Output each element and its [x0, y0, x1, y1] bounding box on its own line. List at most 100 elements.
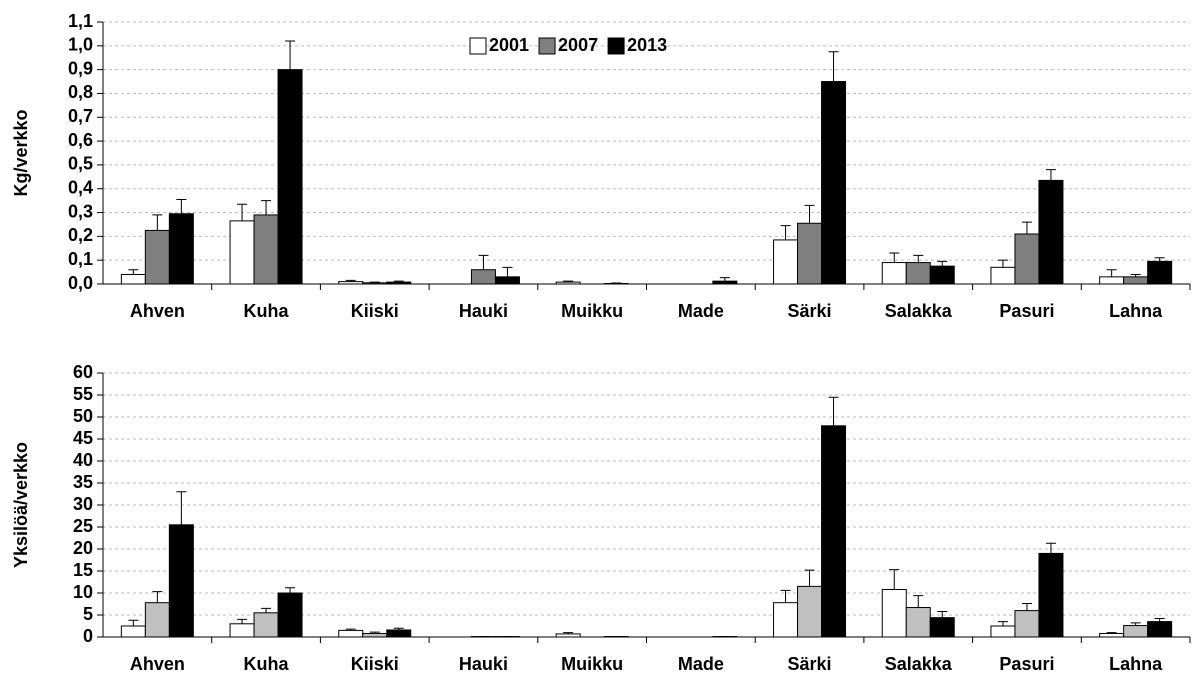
x-tick-label: Ahven	[130, 654, 185, 674]
bar	[1038, 179, 1064, 285]
error-bar	[261, 607, 272, 613]
legend-label: 2013	[627, 35, 667, 55]
bar	[773, 602, 799, 638]
y-tick-label: 40	[73, 450, 93, 470]
bar	[1099, 276, 1125, 285]
error-bar	[1106, 269, 1117, 277]
x-tick-label: Kuha	[244, 301, 290, 321]
bar	[362, 632, 388, 638]
y-tick-label: 0	[83, 626, 93, 646]
bar	[881, 262, 907, 285]
bar	[120, 273, 146, 285]
y-tick-label: 10	[73, 582, 93, 602]
error-bar	[176, 491, 187, 525]
bar	[253, 612, 279, 638]
bar	[168, 524, 194, 638]
y-tick-label: 0,8	[68, 82, 93, 102]
bar	[797, 585, 823, 638]
error-bar	[152, 591, 163, 603]
y-tick-label: 25	[73, 516, 93, 536]
y-tick-label: 0,9	[68, 58, 93, 78]
bar	[253, 214, 279, 285]
x-tick-label: Muikku	[561, 301, 623, 321]
x-tick-label: Pasuri	[999, 301, 1054, 321]
bar	[277, 69, 303, 285]
y-tick-label: 0,0	[68, 273, 93, 293]
bar	[881, 588, 907, 638]
error-bar	[237, 203, 248, 221]
error-bar	[369, 631, 380, 634]
bar	[990, 625, 1016, 638]
y-axis-label: Yksilöä/verkko	[11, 442, 31, 568]
y-tick-label: 0,4	[68, 177, 93, 197]
error-bar	[889, 252, 900, 263]
x-tick-label: Muikku	[561, 654, 623, 674]
legend-swatch	[538, 37, 556, 55]
bar	[1147, 621, 1173, 638]
y-tick-label: 0,6	[68, 130, 93, 150]
y-tick-label: 0,2	[68, 225, 93, 245]
x-tick-label: Kuha	[244, 654, 290, 674]
x-tick-label: Lahna	[1109, 301, 1163, 321]
error-bar	[913, 254, 924, 263]
error-bar	[719, 277, 730, 282]
error-bar	[1154, 257, 1165, 262]
legend-swatch	[607, 37, 625, 55]
bar	[229, 623, 255, 638]
bar	[144, 229, 170, 285]
error-bar	[563, 632, 574, 634]
x-tick-label: Salakka	[885, 301, 953, 321]
error-bar	[285, 587, 296, 593]
error-bar	[804, 569, 815, 587]
error-bar	[502, 266, 513, 277]
error-bar	[345, 279, 356, 282]
error-bar	[393, 280, 404, 283]
error-bar	[261, 200, 272, 215]
bar	[821, 425, 847, 638]
y-tick-label: 5	[83, 604, 93, 624]
bar	[1099, 632, 1125, 638]
bar	[990, 266, 1016, 285]
x-tick-label: Ahven	[130, 301, 185, 321]
error-bar	[176, 198, 187, 214]
y-tick-label: 60	[73, 362, 93, 382]
error-bar	[828, 396, 839, 426]
error-bar	[780, 589, 791, 603]
bar	[470, 269, 496, 285]
legend-label: 2007	[558, 35, 598, 55]
error-bar	[1154, 618, 1165, 622]
x-tick-label: Made	[678, 654, 724, 674]
error-bar	[1130, 622, 1141, 626]
y-tick-label: 20	[73, 538, 93, 558]
error-bar	[1021, 603, 1032, 611]
error-bar	[1130, 273, 1141, 277]
error-bar	[889, 569, 900, 590]
legend-label: 2001	[489, 35, 529, 55]
bar	[1123, 276, 1149, 285]
bar	[797, 222, 823, 285]
error-bar	[997, 259, 1008, 268]
error-bar	[1106, 632, 1117, 634]
x-tick-label: Hauki	[459, 654, 508, 674]
y-tick-label: 1,1	[68, 11, 93, 31]
error-bar	[369, 281, 380, 283]
error-bar	[937, 260, 948, 267]
error-bar	[780, 225, 791, 240]
bar	[168, 213, 194, 285]
error-bar	[937, 610, 948, 618]
x-tick-label: Kiiski	[351, 654, 399, 674]
x-tick-label: Lahna	[1109, 654, 1163, 674]
bar	[1123, 625, 1149, 638]
bar	[338, 629, 364, 638]
error-bar	[128, 619, 139, 626]
bar	[905, 262, 931, 285]
error-bar	[1045, 542, 1056, 554]
y-tick-label: 55	[73, 384, 93, 404]
x-tick-label: Kiiski	[351, 301, 399, 321]
y-tick-label: 0,5	[68, 154, 93, 174]
error-bar	[128, 269, 139, 275]
legend-swatch	[469, 37, 487, 55]
y-tick-label: 0,7	[68, 106, 93, 126]
x-tick-label: Särki	[788, 654, 832, 674]
